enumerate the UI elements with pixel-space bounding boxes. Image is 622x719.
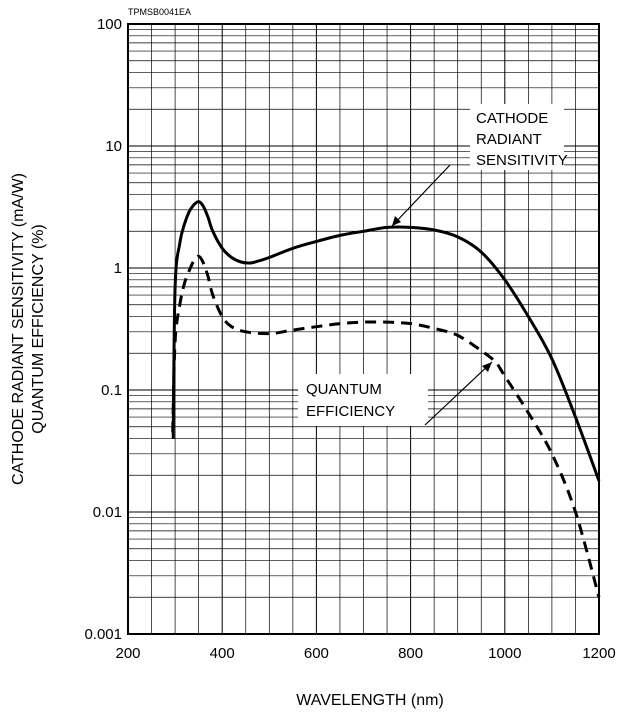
x-tick-label: 200 [115, 645, 140, 662]
y-axis-title-line-2: QUANTUM EFFICIENCY (%) [30, 224, 47, 433]
cathode-label-line-3: SENSITIVITY [476, 152, 568, 169]
qe-leader-line [424, 361, 493, 426]
y-tick-label: 10 [105, 138, 122, 155]
qe-label-line-2: EFFICIENCY [306, 403, 395, 420]
y-axis-title-line-1: CATHODE RADIANT SENSITIVITY (mA/W) [10, 173, 27, 485]
cathode-leader-line [391, 164, 451, 227]
qe-leader-arrowhead [482, 362, 492, 372]
x-tick-label: 1000 [488, 645, 521, 662]
plot-frame [127, 23, 600, 635]
cathode-leader-arrowhead [392, 216, 401, 226]
y-tick-label: 0.1 [101, 382, 122, 399]
figure-code: TPMSB0041EA [128, 7, 191, 17]
x-tick-label: 400 [210, 645, 235, 662]
y-tick-label: 1 [114, 260, 122, 277]
y-tick-label: 0.01 [93, 504, 122, 521]
cathode-label-line-2: RADIANT [476, 131, 542, 148]
y-tick-label: 100 [97, 16, 122, 33]
quantum-efficiency-annotation: QUANTUM EFFICIENCY [298, 361, 493, 426]
cathode-radiant-sensitivity-curve [171, 200, 601, 482]
cathode-sensitivity-annotation: CATHODE RADIANT SENSITIVITY [391, 104, 568, 227]
y-tick-labels: 0.001 0.01 0.1 1 10 100 [84, 16, 122, 643]
x-tick-labels: 200 400 600 800 1000 1200 [115, 645, 615, 662]
qe-label-line-1: QUANTUM [306, 381, 382, 398]
x-axis-title: WAVELENGTH (nm) [296, 692, 444, 709]
x-tick-label: 800 [398, 645, 423, 662]
curves [171, 200, 601, 598]
x-tick-label: 1200 [582, 645, 615, 662]
grid [128, 24, 599, 634]
y-tick-label: 0.001 [84, 626, 122, 643]
quantum-efficiency-curve [171, 254, 601, 598]
x-tick-label: 600 [304, 645, 329, 662]
cathode-label-line-1: CATHODE [476, 110, 548, 127]
